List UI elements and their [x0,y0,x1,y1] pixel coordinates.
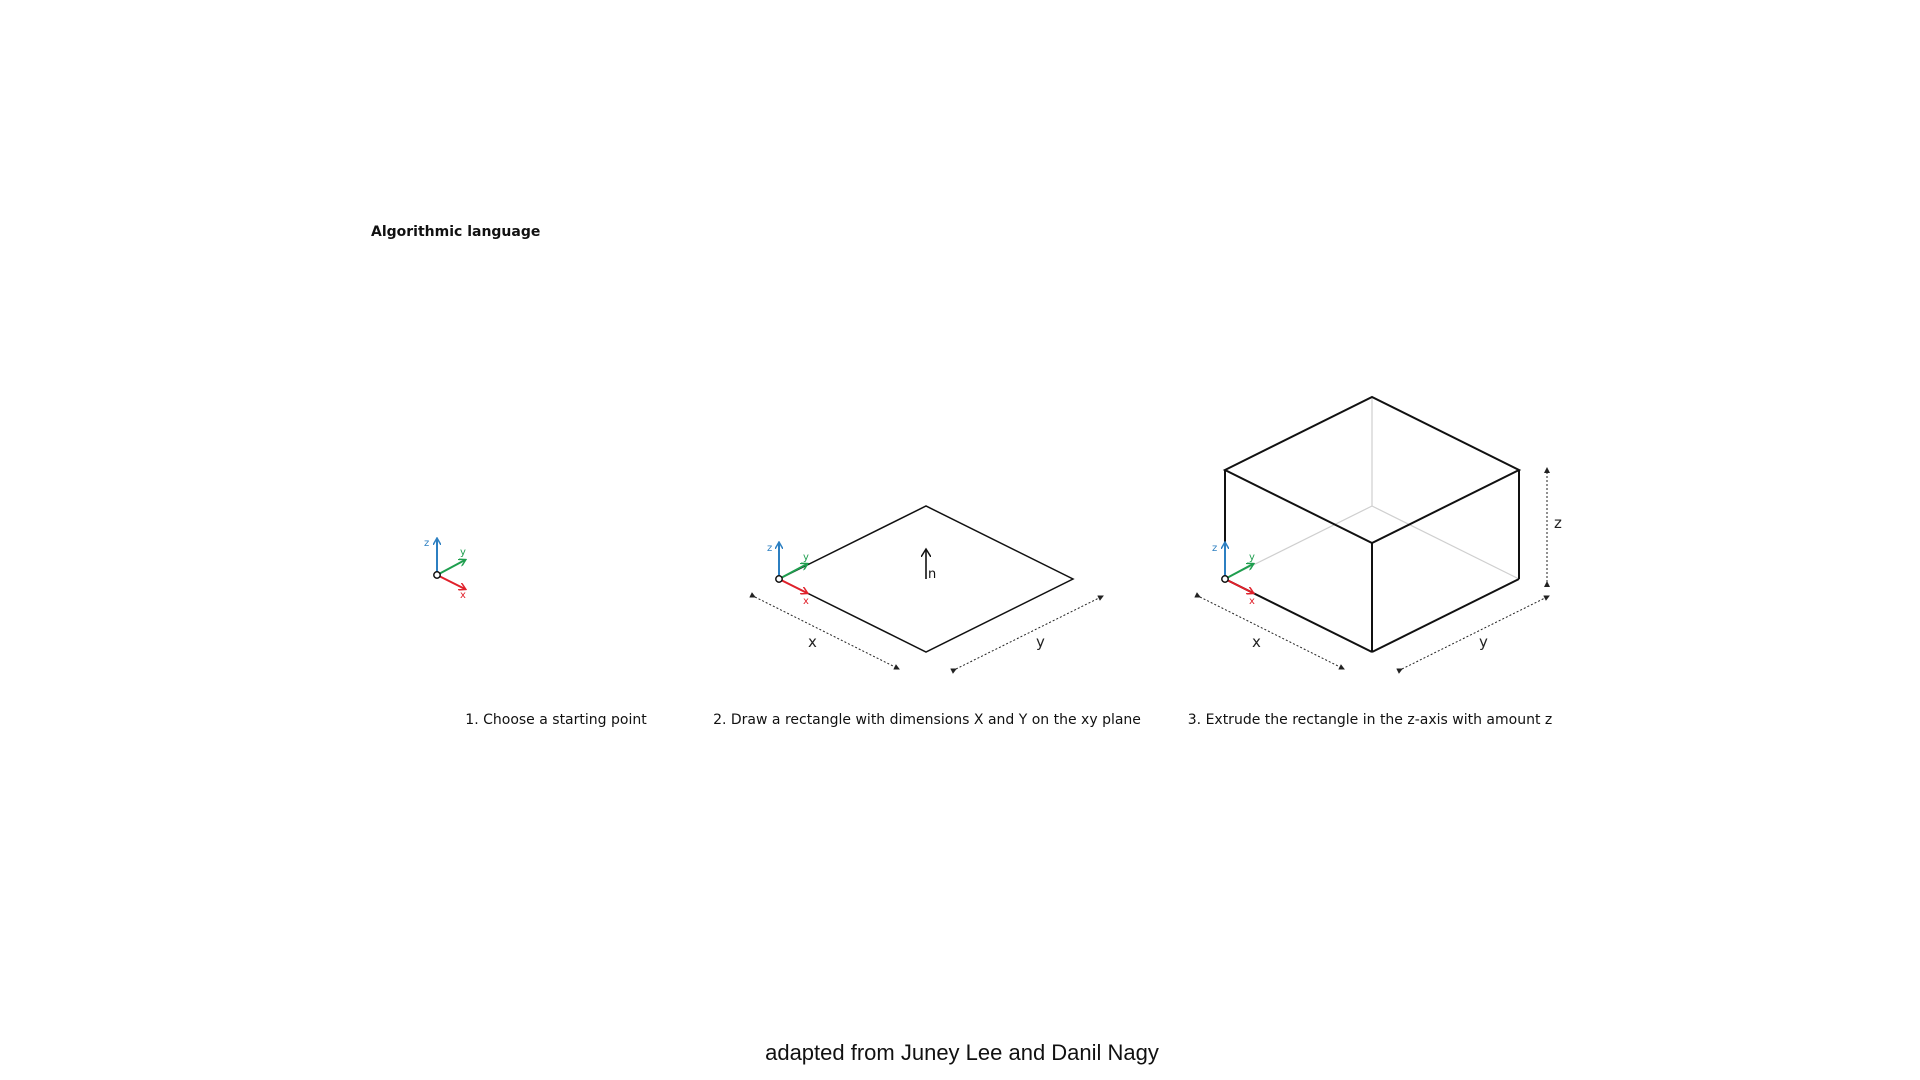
y-dimension-line [950,595,1104,674]
origin-point [1221,575,1229,583]
y-axis-arrow [436,560,465,576]
x-axis-arrow [436,574,465,589]
y-dimension-line [1396,595,1550,674]
x-axis-arrow [1224,578,1253,593]
y-dimension-label: y [1036,633,1045,651]
step2-rectangle-diagram: n z y x x y [749,505,1104,674]
z-axis-label: z [767,543,772,554]
x-dimension-line [749,592,900,670]
hidden-edge [1371,505,1520,580]
y-axis-arrow [778,564,807,580]
y-axis-label: y [460,547,466,558]
y-axis-label: y [803,552,809,563]
bottom-right-edge [1371,578,1520,653]
z-dimension-label: z [1554,514,1562,532]
x-axis-label: x [460,590,466,601]
origin-point [433,571,441,579]
x-dimension-label: x [1252,633,1261,651]
x-axis-label: x [1249,596,1255,607]
step1-caption: 1. Choose a starting point [465,712,647,728]
x-axis-arrow [778,578,807,593]
normal-label: n [928,567,936,582]
credit-line: adapted from Juney Lee and Danil Nagy [765,1040,1159,1065]
z-axis-label: z [424,538,429,549]
x-dimension-label: x [808,633,817,651]
x-axis-label: x [803,596,809,607]
origin-point [775,575,783,583]
step3-caption: 3. Extrude the rectangle in the z-axis w… [1187,712,1553,728]
x-dimension-line [1194,592,1345,670]
step1-axes-gizmo: z y x [424,538,466,601]
y-axis-arrow [1224,564,1253,580]
z-axis-label: z [1212,543,1217,554]
section-title: Algorithmic language [371,224,541,240]
y-axis-label: y [1249,552,1255,563]
step2-caption: 2. Draw a rectangle with dimensions X an… [713,712,1141,728]
y-dimension-label: y [1479,633,1488,651]
step3-box-diagram: z y x x y z [1194,395,1562,674]
